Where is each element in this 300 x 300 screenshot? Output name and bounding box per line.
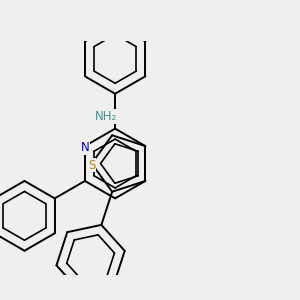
Text: O: O: [110, 0, 120, 2]
Text: S: S: [88, 158, 95, 172]
Text: NH₂: NH₂: [94, 110, 117, 123]
Text: N: N: [80, 141, 89, 154]
